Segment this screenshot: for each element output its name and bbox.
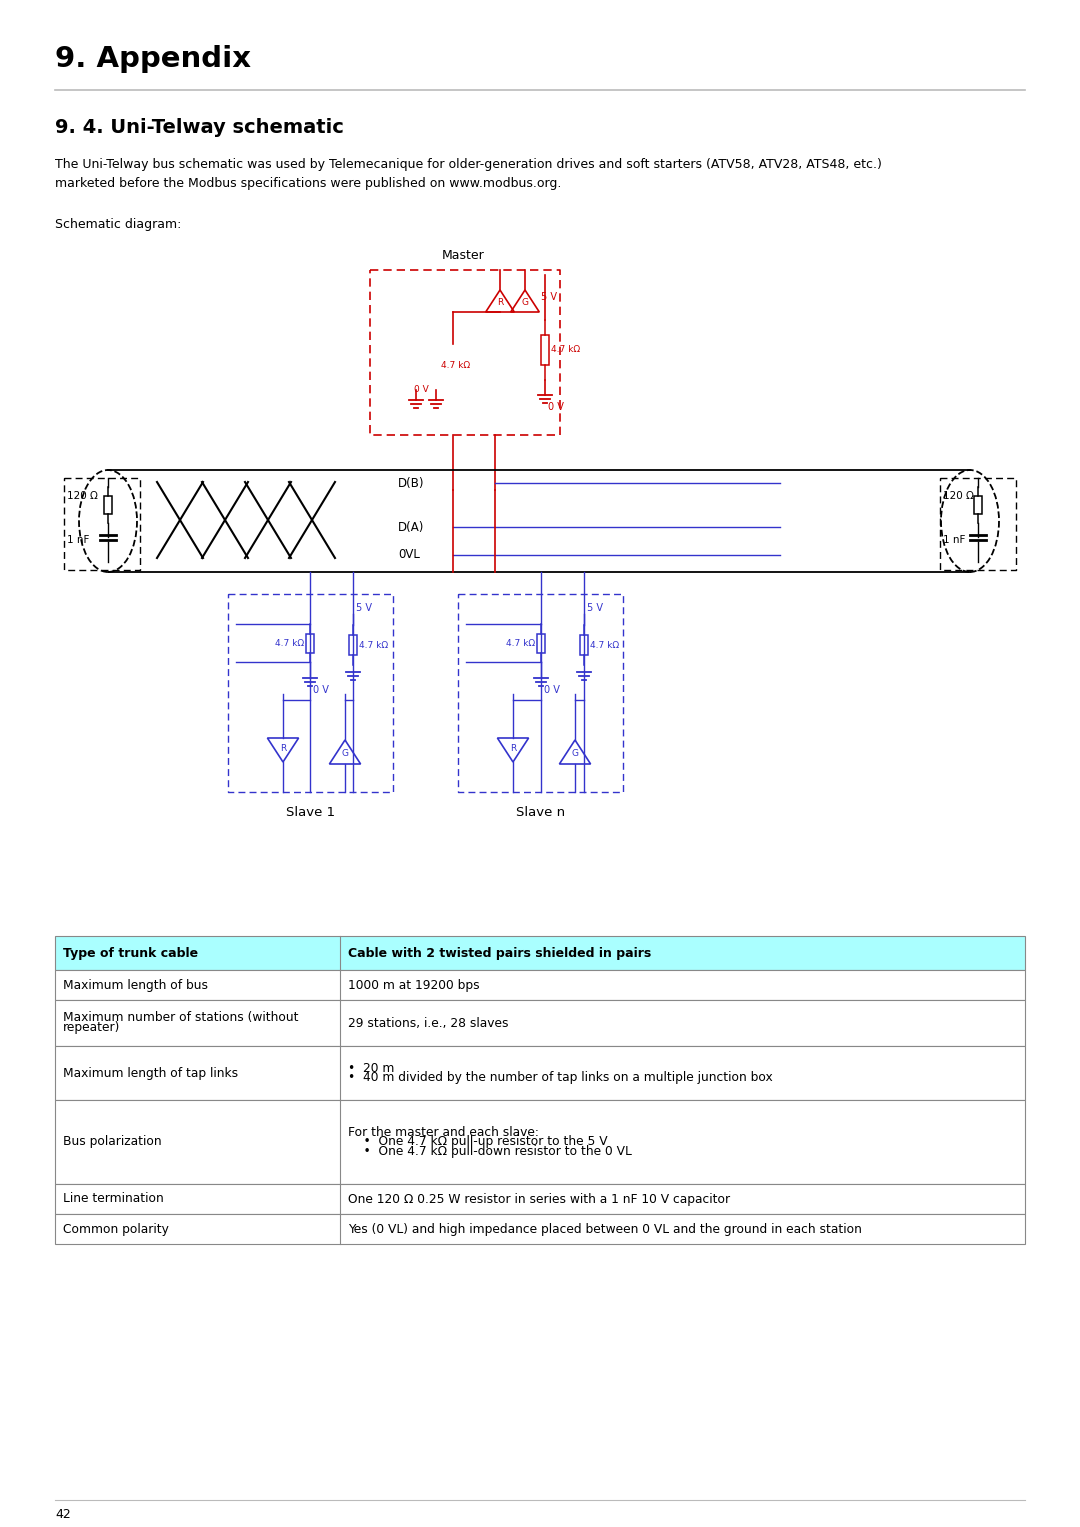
Bar	[55, 1099, 1025, 1183]
Text: Bus polarization: Bus polarization	[63, 1136, 162, 1148]
Bar	[55, 970, 1025, 1000]
Text: G: G	[522, 298, 528, 307]
Text: Type of trunk cable: Type of trunk cable	[63, 947, 198, 959]
Text: 0 V: 0 V	[548, 402, 564, 412]
Text: 0 V: 0 V	[544, 686, 559, 695]
Text: 120 Ω: 120 Ω	[67, 492, 98, 501]
Bar	[537, 634, 545, 652]
Text: G: G	[571, 750, 579, 759]
Text: •  20 m: • 20 m	[348, 1061, 394, 1075]
Bar	[55, 1046, 1025, 1099]
Bar	[55, 936, 1025, 970]
Text: 1 nF: 1 nF	[67, 534, 90, 545]
Text: 5 V: 5 V	[588, 603, 603, 612]
Text: 29 stations, i.e., 28 slaves: 29 stations, i.e., 28 slaves	[348, 1017, 509, 1029]
Bar	[55, 1183, 1025, 1214]
Text: 0VL: 0VL	[399, 548, 420, 562]
Text: •  40 m divided by the number of tap links on a multiple junction box: • 40 m divided by the number of tap link…	[348, 1072, 773, 1084]
Text: R: R	[280, 744, 286, 753]
Text: 0 V: 0 V	[414, 385, 429, 394]
Text: R: R	[510, 744, 516, 753]
Text: 1000 m at 19200 bps: 1000 m at 19200 bps	[348, 979, 480, 991]
Text: 9. 4. Uni-Telway schematic: 9. 4. Uni-Telway schematic	[55, 118, 343, 137]
Text: Maximum length of bus: Maximum length of bus	[63, 979, 208, 991]
Text: 4.7 kΩ: 4.7 kΩ	[441, 360, 470, 370]
Text: 9. Appendix: 9. Appendix	[55, 44, 251, 73]
Bar	[104, 496, 112, 515]
Text: Slave n: Slave n	[516, 806, 565, 818]
Text: Master: Master	[442, 249, 484, 263]
Text: One 120 Ω 0.25 W resistor in series with a 1 nF 10 V capacitor: One 120 Ω 0.25 W resistor in series with…	[348, 1193, 730, 1205]
Text: 4.7 kΩ: 4.7 kΩ	[359, 640, 388, 649]
Text: G: G	[341, 750, 349, 759]
Text: •  One 4.7 kΩ pull-down resistor to the 0 VL: • One 4.7 kΩ pull-down resistor to the 0…	[348, 1145, 632, 1159]
Text: 42: 42	[55, 1509, 71, 1521]
Text: Maximum length of tap links: Maximum length of tap links	[63, 1066, 238, 1080]
Text: 0 V: 0 V	[313, 686, 329, 695]
Text: 4.7 kΩ: 4.7 kΩ	[551, 345, 580, 354]
Text: 120 Ω: 120 Ω	[943, 492, 974, 501]
Text: D(A): D(A)	[399, 521, 424, 533]
Text: 4.7 kΩ: 4.7 kΩ	[505, 638, 535, 647]
Text: R: R	[497, 298, 503, 307]
Text: 4.7 kΩ: 4.7 kΩ	[275, 638, 303, 647]
Bar	[580, 635, 588, 655]
Bar	[349, 635, 357, 655]
Text: Cable with 2 twisted pairs shielded in pairs: Cable with 2 twisted pairs shielded in p…	[348, 947, 651, 959]
Text: repeater): repeater)	[63, 1022, 120, 1034]
Text: 5 V: 5 V	[541, 292, 557, 302]
Text: 4.7 kΩ: 4.7 kΩ	[590, 640, 619, 649]
Text: Yes (0 VL) and high impedance placed between 0 VL and the ground in each station: Yes (0 VL) and high impedance placed bet…	[348, 1223, 862, 1235]
Text: Line termination: Line termination	[63, 1193, 164, 1205]
Text: 1 nF: 1 nF	[943, 534, 966, 545]
Text: Maximum number of stations (without: Maximum number of stations (without	[63, 1011, 298, 1025]
Text: D(B): D(B)	[399, 476, 424, 490]
Text: The Uni-Telway bus schematic was used by Telemecanique for older-generation driv: The Uni-Telway bus schematic was used by…	[55, 157, 882, 189]
Text: For the master and each slave:: For the master and each slave:	[348, 1125, 539, 1139]
Bar	[55, 1000, 1025, 1046]
Text: Common polarity: Common polarity	[63, 1223, 168, 1235]
Text: Slave 1: Slave 1	[286, 806, 335, 818]
Bar	[974, 496, 982, 515]
Bar	[306, 634, 314, 652]
Text: Schematic diagram:: Schematic diagram:	[55, 218, 181, 231]
Text: •  One 4.7 kΩ pull-up resistor to the 5 V: • One 4.7 kΩ pull-up resistor to the 5 V	[348, 1136, 608, 1148]
Bar	[55, 1214, 1025, 1245]
Bar	[541, 334, 549, 365]
Text: 5 V: 5 V	[356, 603, 372, 612]
